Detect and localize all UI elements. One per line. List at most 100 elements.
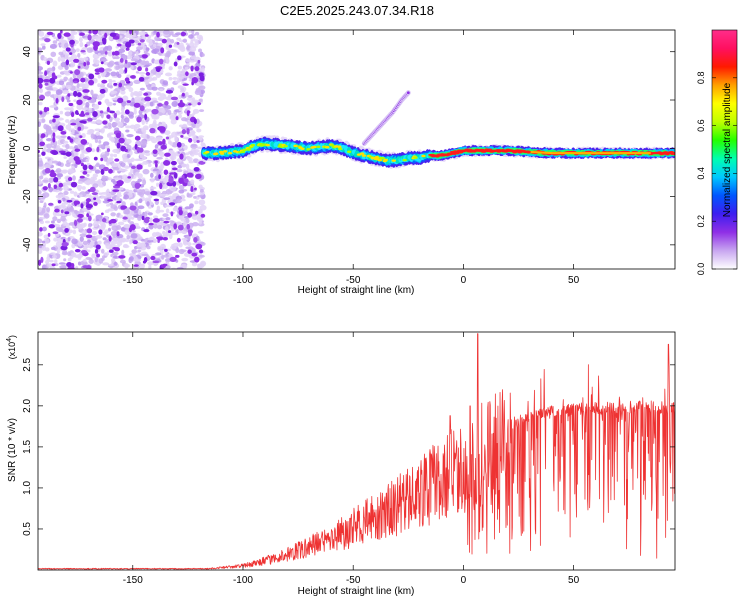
noise-speckle xyxy=(113,82,118,86)
noise-blob xyxy=(51,87,59,92)
noise-blob xyxy=(198,48,203,53)
noise-blob xyxy=(148,264,152,269)
noise-blob xyxy=(134,158,141,162)
noise-speckle xyxy=(114,247,120,252)
noise-blob xyxy=(194,200,199,205)
noise-blob xyxy=(125,129,130,133)
noise-blob xyxy=(178,189,185,194)
noise-blob xyxy=(79,41,84,48)
noise-speckle xyxy=(61,241,69,247)
noise-blob xyxy=(89,180,94,184)
noise-blob xyxy=(112,251,119,256)
noise-speckle xyxy=(118,137,125,144)
noise-speckle xyxy=(191,252,198,257)
noise-blob xyxy=(153,215,159,219)
noise-speckle xyxy=(100,212,104,216)
noise-blob xyxy=(111,222,115,226)
noise-blob xyxy=(107,62,114,68)
noise-speckle xyxy=(109,110,116,114)
noise-speckle xyxy=(145,71,151,76)
noise-speckle xyxy=(95,244,101,250)
noise-blob xyxy=(174,32,182,36)
noise-blob xyxy=(75,253,84,259)
noise-blob xyxy=(199,188,204,193)
noise-blob xyxy=(38,121,41,127)
noise-speckle xyxy=(67,177,73,182)
noise-blob xyxy=(130,58,138,62)
noise-blob xyxy=(65,162,71,167)
noise-blob xyxy=(198,98,203,103)
noise-blob xyxy=(45,259,50,265)
noise-blob xyxy=(137,209,142,215)
noise-speckle xyxy=(194,256,200,263)
noise-blob xyxy=(107,263,114,267)
noise-speckle xyxy=(156,236,164,240)
noise-blob xyxy=(113,117,120,122)
noise-speckle xyxy=(120,205,128,210)
noise-speckle xyxy=(101,37,107,43)
noise-blob xyxy=(163,30,170,35)
noise-speckle xyxy=(154,160,158,164)
noise-speckle xyxy=(38,94,46,101)
noise-blob xyxy=(72,252,76,258)
noise-blob xyxy=(152,100,159,103)
noise-speckle xyxy=(182,83,189,86)
noise-blob xyxy=(38,181,45,184)
noise-blob xyxy=(107,158,114,163)
noise-blob xyxy=(175,198,183,204)
noise-speckle xyxy=(200,213,206,218)
noise-speckle xyxy=(122,216,128,220)
noise-speckle xyxy=(152,260,160,264)
noise-blob xyxy=(192,99,199,104)
noise-blob xyxy=(190,143,198,150)
noise-speckle xyxy=(138,76,145,82)
noise-blob xyxy=(172,153,176,159)
noise-speckle xyxy=(163,160,171,166)
noise-speckle xyxy=(177,224,184,231)
noise-blob xyxy=(130,157,135,162)
noise-blob xyxy=(164,56,169,60)
noise-speckle xyxy=(93,197,97,201)
noise-blob xyxy=(85,256,92,260)
noise-blob xyxy=(49,252,57,256)
noise-blob xyxy=(88,259,94,265)
noise-blob xyxy=(62,89,70,94)
noise-blob xyxy=(174,80,180,84)
noise-speckle xyxy=(68,102,74,107)
noise-blob xyxy=(56,218,62,224)
noise-blob xyxy=(44,220,50,224)
noise-blob xyxy=(115,65,121,70)
noise-speckle xyxy=(80,203,84,209)
noise-blob xyxy=(57,161,62,167)
noise-blob xyxy=(177,65,182,70)
noise-blob xyxy=(110,204,118,210)
noise-blob xyxy=(185,163,190,170)
noise-blob xyxy=(85,158,90,163)
noise-blob xyxy=(46,90,51,94)
noise-blob xyxy=(176,37,182,41)
noise-speckle xyxy=(47,232,51,237)
noise-blob xyxy=(158,165,165,170)
noise-blob xyxy=(164,204,172,208)
noise-speckle xyxy=(165,136,170,140)
noise-blob xyxy=(126,144,132,150)
noise-speckle xyxy=(190,185,194,193)
noise-blob xyxy=(81,186,86,190)
noise-blob xyxy=(115,110,121,116)
noise-blob xyxy=(142,160,149,165)
noise-blob xyxy=(94,241,98,246)
noise-speckle xyxy=(183,178,189,184)
noise-blob xyxy=(151,232,158,238)
noise-blob xyxy=(133,40,140,43)
noise-blob xyxy=(162,213,169,217)
noise-blob xyxy=(144,64,151,67)
noise-blob xyxy=(43,163,51,169)
track-mark xyxy=(246,148,252,151)
noise-blob xyxy=(113,177,122,180)
noise-speckle xyxy=(167,230,172,234)
noise-blob xyxy=(189,73,197,77)
noise-blob xyxy=(91,36,95,40)
noise-blob xyxy=(41,45,46,50)
noise-blob xyxy=(176,267,184,269)
noise-speckle xyxy=(113,50,120,56)
